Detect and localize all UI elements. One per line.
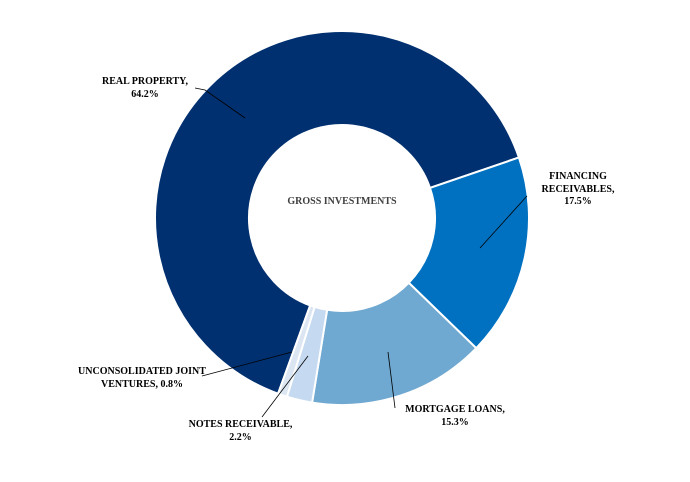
value-label: 64.2% [131, 88, 159, 100]
value-label: 2.2% [229, 431, 252, 443]
category: FINANCING RECEIVABLES, [541, 171, 615, 195]
category: REAL PROPERTY, [102, 76, 188, 87]
value-label: 0.8% [160, 378, 183, 390]
category: NOTES RECEIVABLE, [188, 419, 293, 430]
leader-line [261, 355, 309, 418]
leader-line [387, 351, 396, 409]
slice-label: REAL PROPERTY, 64.2% [90, 76, 200, 101]
leader-line [194, 87, 246, 119]
value-label: 15.3% [441, 416, 469, 428]
slice-label: MORTGAGE LOANS, 15.3% [395, 404, 515, 429]
slice-label: FINANCING RECEIVABLES, 17.5% [535, 171, 621, 209]
category: MORTGAGE LOANS, [405, 404, 505, 415]
slice [407, 156, 530, 350]
center-label: GROSS INVESTMENTS [287, 196, 397, 207]
category: UNCONSOLIDATED JOINT VENTURES, [78, 366, 206, 390]
slice [154, 30, 521, 396]
slice-label: NOTES RECEIVABLE, 2.2% [178, 419, 303, 444]
slice-label: UNCONSOLIDATED JOINT VENTURES, 0.8% [62, 366, 222, 391]
leader-line [201, 351, 293, 377]
slice [276, 304, 316, 398]
value-label: 17.5% [564, 196, 592, 207]
leader-line [479, 195, 528, 249]
